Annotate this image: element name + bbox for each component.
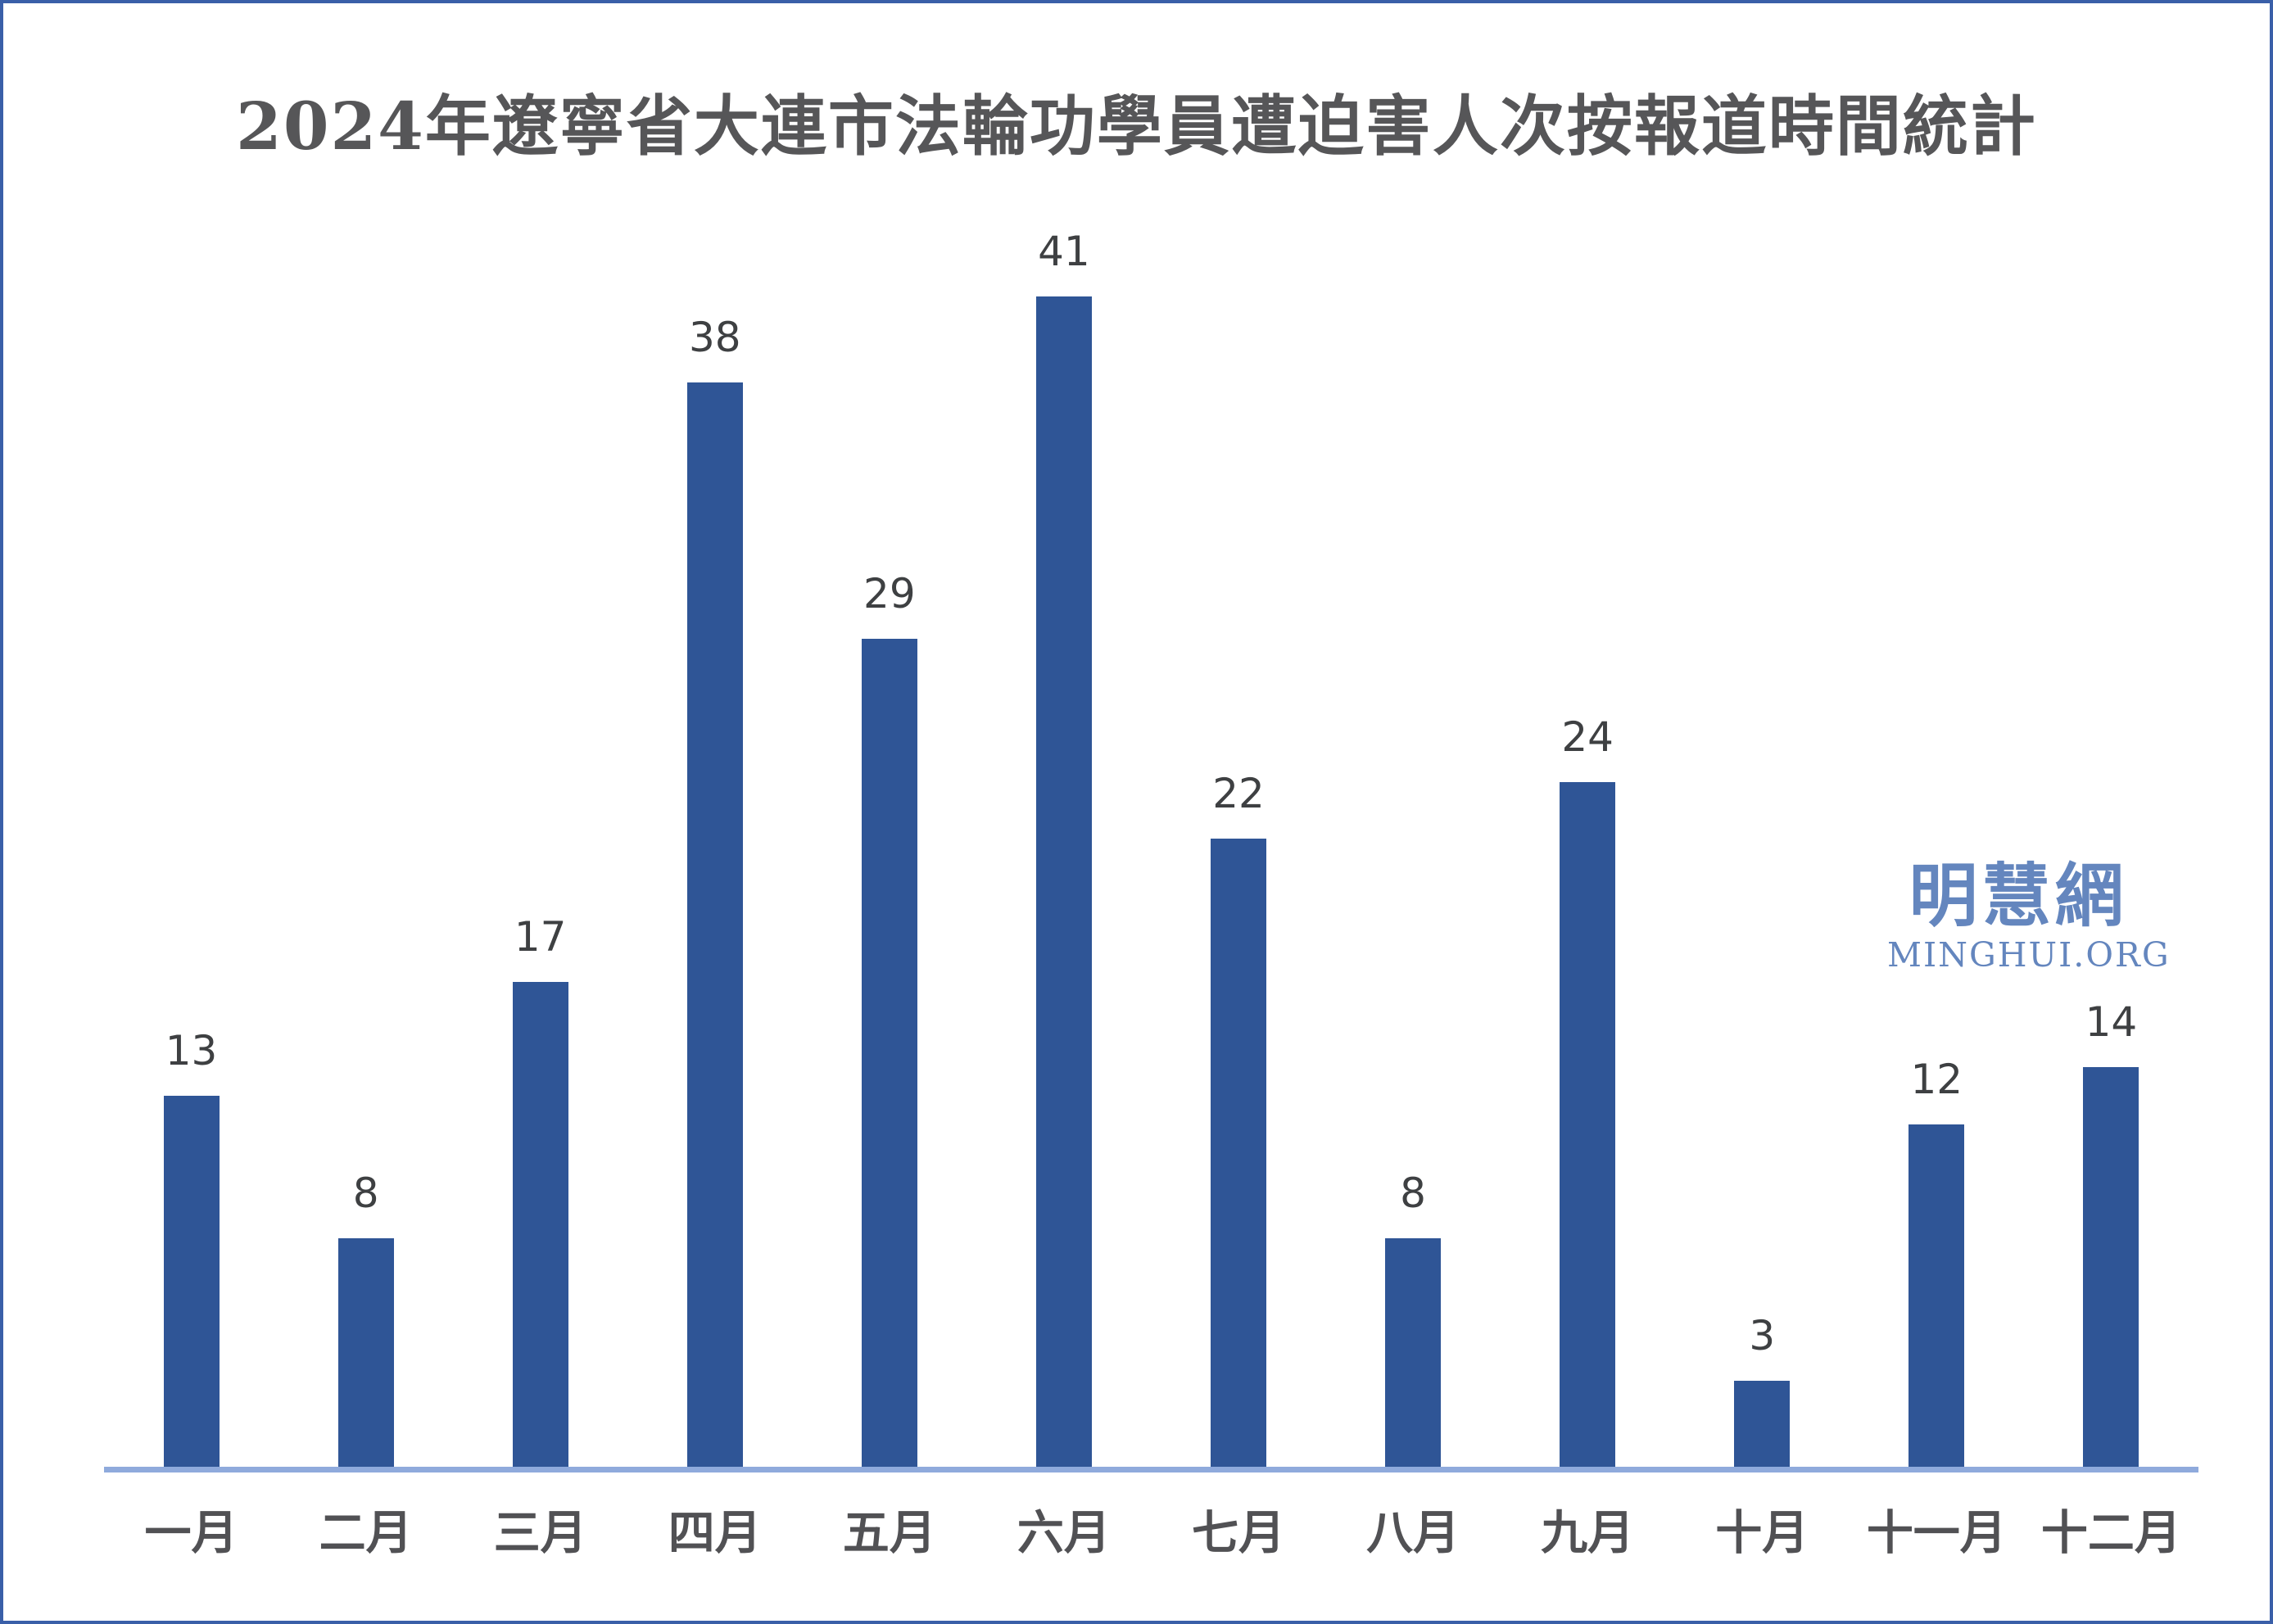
bar-group: 17 <box>453 3 627 1467</box>
x-axis-labels: 一月 二月 三月 四月 五月 六月 七月 八月 九月 十月 十一月 十二月 <box>104 1495 2198 1563</box>
x-axis-label: 三月 <box>493 1505 587 1560</box>
chart-title: 2024年遼寧省大連市法輪功學員遭迫害人次按報道時間統計 <box>236 88 2037 165</box>
bar <box>1560 782 1616 1467</box>
x-axis-label: 五月 <box>842 1505 936 1560</box>
bar <box>163 1096 220 1467</box>
bar <box>1734 1381 1791 1467</box>
x-axis-label: 十二月 <box>2040 1505 2181 1560</box>
bar-group: 3 <box>1675 3 1850 1467</box>
bar-group: 38 <box>627 3 802 1467</box>
x-axis-label: 九月 <box>1541 1505 1635 1560</box>
bar <box>512 982 568 1467</box>
x-axis-label: 十月 <box>1715 1505 1809 1560</box>
minghui-watermark: 明慧網 MINGHUI.ORG <box>1887 855 2171 975</box>
bar-group: 29 <box>802 3 976 1467</box>
x-axis-label: 十一月 <box>1866 1505 2007 1560</box>
bar-value-label: 14 <box>2085 998 2138 1046</box>
bar-value-label: 24 <box>1561 713 1614 761</box>
bar <box>1211 839 1266 1467</box>
bar-value-label: 8 <box>352 1169 379 1217</box>
bar <box>337 1238 394 1467</box>
bar-group: 8 <box>1326 3 1501 1467</box>
plot-area: 13 8 17 38 29 41 22 8 24 3 12 14 一月 二月 三月 四月 五月 六月 七月 八月 九月… <box>104 3 2198 1621</box>
bar <box>1909 1124 1965 1467</box>
bar-value-label: 22 <box>1212 770 1265 817</box>
bar-group: 13 <box>104 3 278 1467</box>
bar-value-label: 8 <box>1400 1169 1426 1217</box>
bar-value-label: 38 <box>688 314 741 361</box>
x-axis-label: 八月 <box>1366 1505 1460 1560</box>
bar <box>861 639 917 1467</box>
bar-value-label: 13 <box>165 1027 218 1074</box>
bar <box>2083 1067 2139 1467</box>
bar <box>686 382 743 1467</box>
minghui-logo-english: MINGHUI.ORG <box>1887 935 2171 975</box>
bar-group: 22 <box>1151 3 1325 1467</box>
bar <box>1035 296 1092 1467</box>
x-axis-label: 一月 <box>144 1505 238 1560</box>
x-axis-label: 七月 <box>1192 1505 1285 1560</box>
bar-group: 14 <box>2024 3 2198 1467</box>
bar-group: 41 <box>976 3 1151 1467</box>
bar <box>1385 1238 1442 1467</box>
bar-group: 12 <box>1850 3 2024 1467</box>
bar-value-label: 3 <box>1749 1312 1776 1359</box>
bar-value-label: 17 <box>514 913 567 961</box>
x-axis-label: 二月 <box>319 1505 413 1560</box>
x-axis-line <box>104 1467 2198 1472</box>
x-axis-label: 六月 <box>1017 1505 1111 1560</box>
bar-value-label: 29 <box>863 570 916 617</box>
bars-row: 13 8 17 38 29 41 22 8 24 3 12 14 <box>104 3 2198 1467</box>
bar-group: 8 <box>278 3 453 1467</box>
x-axis-label: 四月 <box>668 1505 762 1560</box>
minghui-logo-chinese: 明慧網 <box>1909 855 2128 936</box>
bar-value-label: 41 <box>1038 228 1090 275</box>
bar-group: 24 <box>1501 3 1675 1467</box>
bar-value-label: 12 <box>1910 1056 1963 1103</box>
